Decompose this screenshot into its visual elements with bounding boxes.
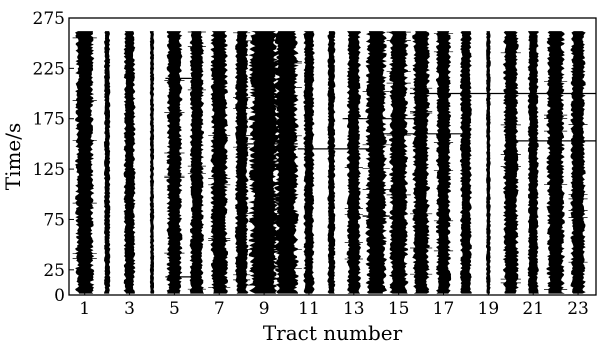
trace-6 xyxy=(189,31,204,294)
x-tick-label-17: 17 xyxy=(433,299,455,319)
y-tick-label-225: 225 xyxy=(33,59,65,79)
x-tick-label-23: 23 xyxy=(567,299,589,319)
trace-1 xyxy=(75,31,95,294)
trace-13 xyxy=(346,31,362,294)
trace-22 xyxy=(546,31,565,294)
y-tick-label-0: 0 xyxy=(54,286,65,306)
trace-7 xyxy=(210,31,229,294)
x-tick-label-9: 9 xyxy=(259,299,270,319)
y-tick-label-125: 125 xyxy=(33,160,65,180)
event-layer xyxy=(165,77,596,278)
trace-layer xyxy=(72,31,588,294)
x-tick-label-7: 7 xyxy=(214,299,225,319)
trace-16 xyxy=(412,31,430,294)
x-axis: 1 3 5 7 9 11 13 15 17 19 21 23 xyxy=(79,290,589,319)
y-tick-label-275: 275 xyxy=(33,9,65,29)
trace-5 xyxy=(166,31,183,294)
trace-18 xyxy=(459,31,472,294)
y-axis-label: Time/s xyxy=(1,123,25,191)
x-tick-label-21: 21 xyxy=(522,299,544,319)
x-tick-label-1: 1 xyxy=(79,299,90,319)
trace-12 xyxy=(327,31,336,294)
x-tick-label-15: 15 xyxy=(388,299,410,319)
trace-15 xyxy=(389,31,409,294)
trace-23 xyxy=(570,31,586,294)
trace-14 xyxy=(365,31,388,294)
x-tick-label-11: 11 xyxy=(298,299,320,319)
x-axis-label: Tract number xyxy=(263,321,403,345)
trace-4 xyxy=(149,31,155,294)
y-tick-label-75: 75 xyxy=(43,210,65,230)
trace-20 xyxy=(502,31,519,294)
trace-2 xyxy=(103,31,111,294)
x-tick-label-5: 5 xyxy=(169,299,180,319)
plot-frame xyxy=(68,17,597,296)
x-tick-label-19: 19 xyxy=(478,299,500,319)
trace-19 xyxy=(486,31,491,294)
trace-21 xyxy=(527,31,539,294)
trace-17 xyxy=(435,31,452,294)
trace-9 xyxy=(248,31,280,294)
trace-3 xyxy=(123,31,136,294)
x-tick-label-13: 13 xyxy=(343,299,365,319)
y-tick-label-25: 25 xyxy=(43,261,65,281)
trace-8 xyxy=(234,31,249,294)
y-tick-label-175: 175 xyxy=(33,110,65,130)
y-axis: 0 25 75 125 175 225 275 xyxy=(33,9,74,306)
trace-10 xyxy=(274,31,299,294)
trace-11 xyxy=(303,31,315,294)
x-tick-label-3: 3 xyxy=(124,299,135,319)
